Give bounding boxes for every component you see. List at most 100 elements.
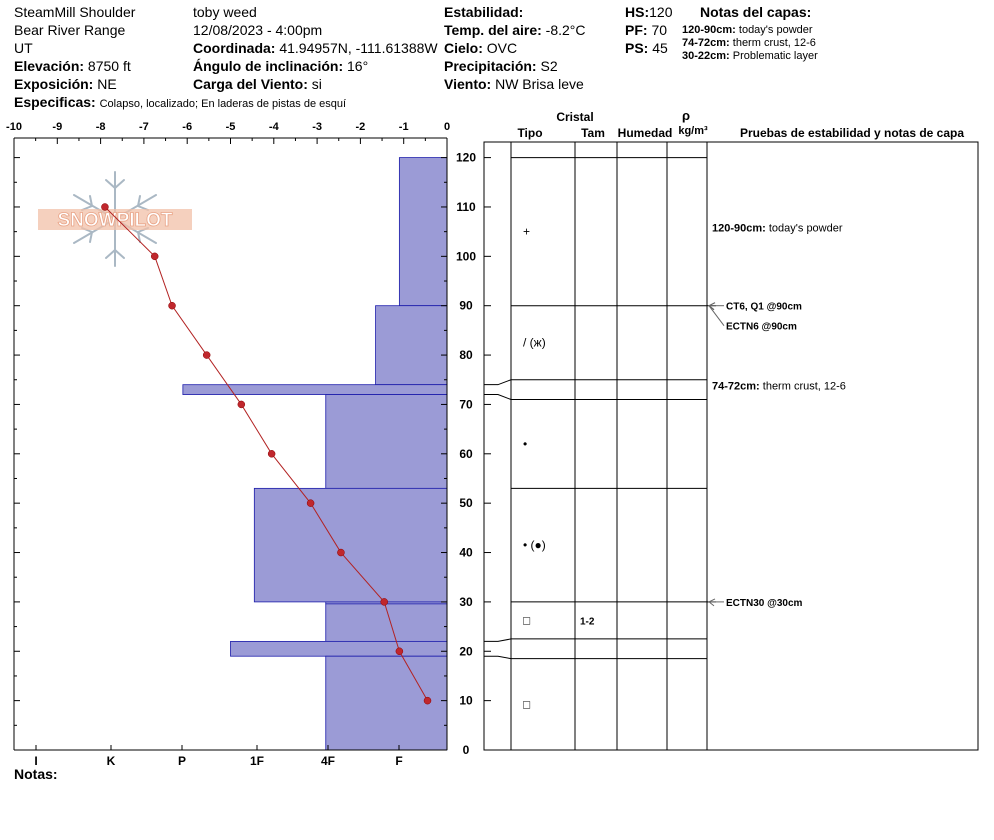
temperature-point xyxy=(267,450,276,458)
temp-tick-label: -7 xyxy=(139,121,149,133)
depth-tick-label: 0 xyxy=(463,743,470,757)
temperature-point xyxy=(101,203,109,211)
layer-comment: 120-90cm: today's powder xyxy=(712,223,843,235)
layer-note-2: 74-72cm: therm crust, 12-6 xyxy=(682,37,816,49)
temperature-point xyxy=(202,351,211,359)
profile-axes: -10 -9 -8 -7 -6 -5 -4 -3 -2 -1 0010203040506070809… xyxy=(6,121,491,768)
temperature-point xyxy=(150,252,159,261)
specifics: Especificas: Colapso, localizado; En lad… xyxy=(14,94,347,110)
temperature-point xyxy=(395,647,404,656)
temp-tick-label: -10 xyxy=(6,121,22,133)
test-arrow xyxy=(708,305,725,327)
coordinates: Coordinada: 41.94957N, -111.61388W xyxy=(193,40,438,56)
depth-tick-label: 60 xyxy=(459,447,473,461)
header-size: Tam xyxy=(581,126,605,140)
temp-tick-label: -3 xyxy=(312,121,322,133)
grain-type: / (ж) xyxy=(523,336,546,350)
elevation: Elevación: 8750 ft xyxy=(14,58,131,74)
depth-tick-label: 50 xyxy=(459,496,473,510)
temp-tick-label: -6 xyxy=(182,121,192,133)
temp-tick-label: -2 xyxy=(356,121,366,133)
layer-comment-text: today's powder xyxy=(769,223,843,235)
header-density-symbol: ρ xyxy=(682,108,690,123)
stability: Estabilidad: xyxy=(444,4,524,20)
temp-tick-label: -4 xyxy=(269,121,280,133)
layer-comment: 74-72cm: therm crust, 12-6 xyxy=(712,381,846,393)
temperature-point xyxy=(337,548,345,557)
header-tests: Pruebas de estabilidad y notas de capa xyxy=(740,126,964,140)
temperature-point xyxy=(306,499,315,507)
hardness-bar xyxy=(253,487,448,603)
hardness-label: 1F xyxy=(250,754,264,768)
stability-test: ECTN6 @90cm xyxy=(726,322,797,333)
header-density-unit: kg/m³ xyxy=(678,125,708,137)
depth-tick-label: 110 xyxy=(456,200,476,214)
header-moisture: Humedad xyxy=(618,126,673,140)
layer-notes-title: Notas del capas: xyxy=(700,4,812,20)
snowpilot-logo: SNOWPILOT xyxy=(38,171,192,267)
layer-boundary-connector xyxy=(484,655,512,660)
hardness-bar xyxy=(325,394,448,489)
test-arrow-head xyxy=(708,598,716,607)
hardness-layers xyxy=(182,157,448,751)
temp-tick-label: 0 xyxy=(444,121,450,133)
depth-tick-label: 70 xyxy=(459,397,473,411)
depth-tick-label: 80 xyxy=(459,348,473,362)
precipitation: Precipitación: S2 xyxy=(444,58,558,74)
wind-loading: Carga del Viento: si xyxy=(193,76,322,92)
layer-note-1: 120-90cm: today's powder xyxy=(682,24,813,36)
temp-tick-label: -5 xyxy=(226,121,236,133)
grain-type: □ xyxy=(523,697,530,711)
aspect: Exposición: NE xyxy=(14,76,117,92)
notes-label: Notas: xyxy=(14,766,58,782)
ski-penetration: PS: 45 xyxy=(625,40,668,56)
depth-tick-label: 120 xyxy=(456,151,476,165)
state: UT xyxy=(14,40,33,56)
foot-penetration: PF: 70 xyxy=(625,22,668,38)
hardness-label: 4F xyxy=(321,754,335,768)
slope-angle: Ángulo de inclinación: 16° xyxy=(193,58,369,74)
temp-tick-label: -1 xyxy=(399,121,409,133)
depth-tick-label: 20 xyxy=(459,644,473,658)
stability-test: CT6, Q1 @90cm xyxy=(726,302,802,313)
layer-boundary-connector xyxy=(484,638,512,642)
hardness-bar xyxy=(182,384,448,395)
temperature-point xyxy=(168,301,176,310)
location-name: SteamMill Shoulder xyxy=(14,4,136,20)
wind: Viento: NW Brisa leve xyxy=(444,76,584,92)
layer-note-3: 30-22cm: Problematic layer xyxy=(682,50,818,62)
temperature-point xyxy=(423,696,432,705)
header-type: Tipo xyxy=(517,126,542,140)
grain-type: □ xyxy=(523,613,530,627)
depth-tick-label: 30 xyxy=(459,595,473,609)
layer-boundary-connector xyxy=(484,394,512,400)
air-temperature: Temp. del aire: -8.2°C xyxy=(444,22,586,38)
layer-comment-range: 74-72cm: xyxy=(712,381,763,393)
depth-tick-label: 100 xyxy=(456,249,476,263)
stratigraphy-frame xyxy=(483,141,979,751)
hardness-label: P xyxy=(178,754,186,768)
hardness-label: F xyxy=(395,754,402,768)
hardness-label: I xyxy=(34,754,37,768)
observer: toby weed xyxy=(193,4,257,20)
snowpilot-logo-text: SNOWPILOT xyxy=(57,210,172,231)
temperature-profile xyxy=(101,203,432,705)
temperature-point xyxy=(380,598,388,606)
snow-height: HS:120 xyxy=(625,4,673,20)
sky-cover: Cielo: OVC xyxy=(444,40,518,56)
grain-type: • (●) xyxy=(523,538,546,552)
depth-tick-label: 90 xyxy=(459,299,473,313)
layer-boundary-connector xyxy=(484,379,512,386)
test-arrow-head xyxy=(708,302,716,311)
temp-tick-label: -8 xyxy=(96,121,106,133)
grain-type: • xyxy=(523,437,527,451)
layer-comment-text: therm crust, 12-6 xyxy=(763,381,846,393)
hardness-bar xyxy=(398,157,448,307)
temp-tick-label: -9 xyxy=(52,121,62,133)
header-crystal: Cristal xyxy=(556,110,593,124)
grain-type: + xyxy=(523,225,530,239)
stability-test: ECTN30 @30cm xyxy=(726,598,803,609)
grain-size: 1-2 xyxy=(580,616,595,627)
temperature-point xyxy=(237,400,246,409)
